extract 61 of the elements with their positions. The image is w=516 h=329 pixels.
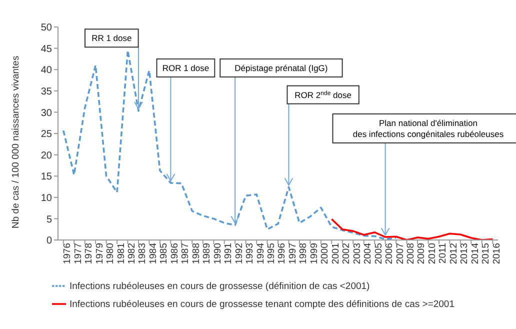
x-tick-label: 2007 xyxy=(394,243,406,264)
y-tick-label: 35 xyxy=(40,86,52,98)
x-tick-label: 1982 xyxy=(126,243,138,264)
annotation: Dépistage prénatal (IgG) xyxy=(234,62,328,73)
x-tick-label: 2000 xyxy=(320,243,331,264)
y-tick-label: 25 xyxy=(40,129,52,140)
y-axis-title: Nb de cas / 100 000 naissances vivantes xyxy=(10,56,22,228)
annotation: ROR 2$^{nde}$ dose xyxy=(294,90,352,100)
x-tick-label: 2008 xyxy=(406,243,417,264)
line-series xyxy=(330,218,494,240)
x-tick-label: 1996 xyxy=(276,243,288,264)
x-tick-label: 2015 xyxy=(480,243,492,264)
x-tick-label: 2010 xyxy=(426,243,438,264)
y-tick-label: 40 xyxy=(40,65,52,76)
x-tick-label: 2005 xyxy=(373,243,384,264)
x-tick-label: 1986 xyxy=(169,243,180,264)
x-tick-label: 1979 xyxy=(94,243,106,264)
x-tick-label: 2014 xyxy=(470,243,481,264)
x-tick-label: 1995 xyxy=(266,243,278,264)
x-tick-label: 1987 xyxy=(180,243,192,264)
annotation: ROR 1 dose xyxy=(162,62,210,73)
x-tick-label: 1976 xyxy=(62,243,74,264)
x-tick-label: 1999 xyxy=(308,243,320,264)
x-tick-label: 2006 xyxy=(384,243,396,264)
legend-label: Infections rubéoleuses en cours de grossesse (définition de cas <2001) xyxy=(70,281,370,292)
y-tick-label: 0 xyxy=(46,236,52,247)
y-tick-label: 30 xyxy=(40,108,52,119)
legend-label: Infections rubéoleuses en cours de grossesse tenant compte des définitions de cas >=2001 xyxy=(70,299,454,310)
x-tick-label: 2013 xyxy=(459,243,470,264)
annotation: RR 1 dose xyxy=(92,33,132,44)
x-tick-label: 2016 xyxy=(491,243,502,264)
x-tick-label: 2012 xyxy=(448,243,460,264)
x-tick-label: 1980 xyxy=(105,243,116,264)
x-tick-label: 2011 xyxy=(438,243,449,264)
y-tick-label: 5 xyxy=(46,214,52,226)
y-tick-label: 10 xyxy=(40,192,52,204)
x-tick-label: 1991 xyxy=(223,243,234,264)
x-tick-label: 1989 xyxy=(202,243,213,264)
annotation: Plan national d'élimination des infections congénitales rubéoleuses xyxy=(352,118,504,139)
x-tick-label: 2002 xyxy=(341,243,352,264)
x-tick-label: 1984 xyxy=(148,243,159,264)
y-tick-label: 15 xyxy=(40,172,52,183)
x-tick-label: 2009 xyxy=(416,243,428,264)
x-tick-label: 1990 xyxy=(212,243,224,264)
x-tick-label: 2001 xyxy=(330,243,342,264)
x-tick-label: 1994 xyxy=(255,243,266,264)
x-tick-label: 1977 xyxy=(72,243,84,264)
x-tick-label: 1997 xyxy=(287,243,298,264)
x-tick-label: 1978 xyxy=(84,243,95,264)
x-tick-label: 1983 xyxy=(137,243,148,264)
y-tick-label: 50 xyxy=(40,22,52,34)
x-tick-label: 1998 xyxy=(298,243,310,264)
x-tick-label: 2004 xyxy=(362,243,374,264)
x-tick-label: 1981 xyxy=(116,243,127,264)
x-tick-label: 1985 xyxy=(158,243,170,264)
x-tick-label: 2003 xyxy=(352,243,363,264)
x-tick-label: 1988 xyxy=(190,243,202,264)
x-tick-label: 1992 xyxy=(234,243,245,264)
y-tick-label: 45 xyxy=(40,44,52,55)
x-tick-label: 1993 xyxy=(244,243,256,264)
y-tick-label: 20 xyxy=(40,150,52,162)
